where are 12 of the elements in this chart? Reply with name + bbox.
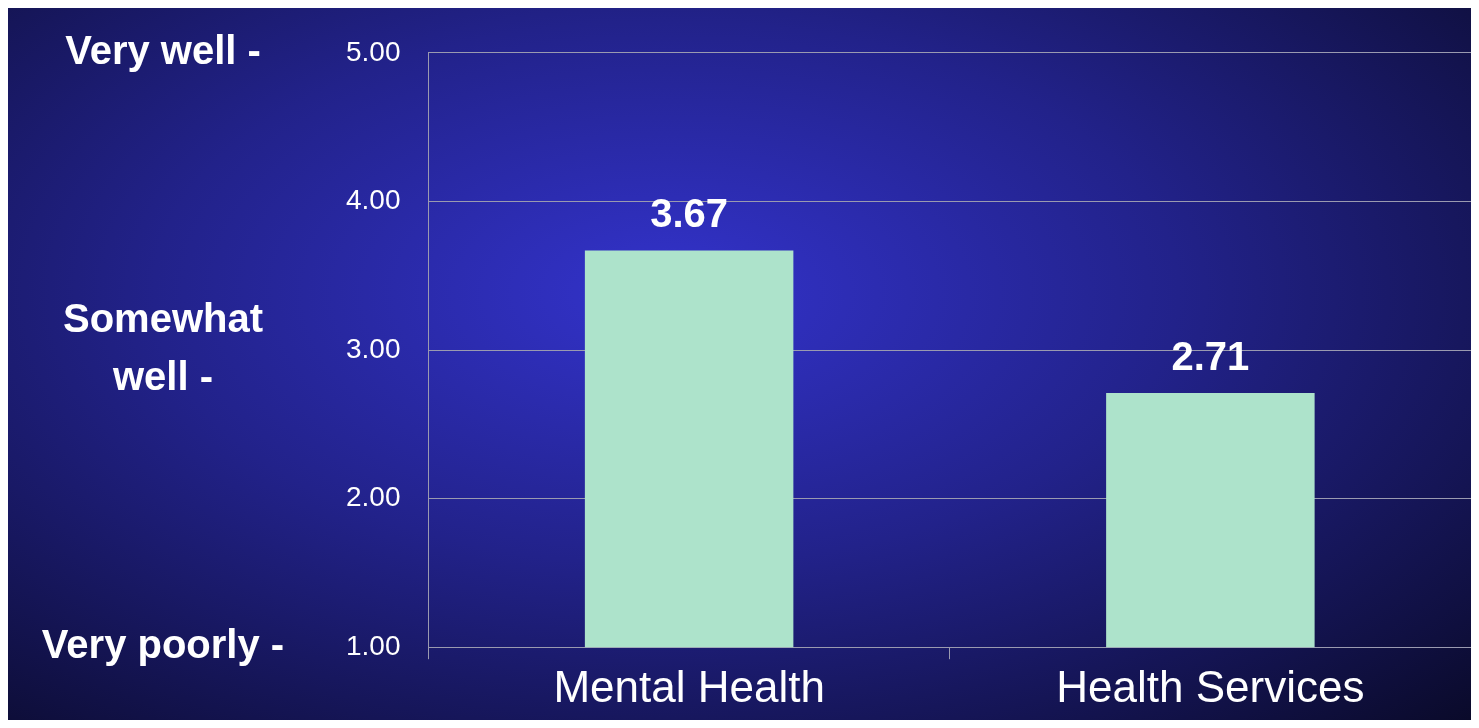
y-tick-label: 3.00 <box>346 332 401 364</box>
y-tick-label: 2.00 <box>346 481 401 513</box>
data-label: 2.71 <box>1171 334 1250 379</box>
text: Very well - <box>65 27 261 72</box>
text: Very poorly - <box>41 622 285 667</box>
y-tick-label: 1.00 <box>346 629 401 661</box>
x-tick-label: Health Services <box>1056 661 1365 711</box>
y-tick-label: 5.00 <box>346 35 401 67</box>
y-tick-label: 4.00 <box>346 184 401 216</box>
text: Somewhat well - <box>62 296 264 399</box>
data-label: 3.67 <box>650 191 729 236</box>
x-tick-label: Mental Health <box>553 661 825 711</box>
